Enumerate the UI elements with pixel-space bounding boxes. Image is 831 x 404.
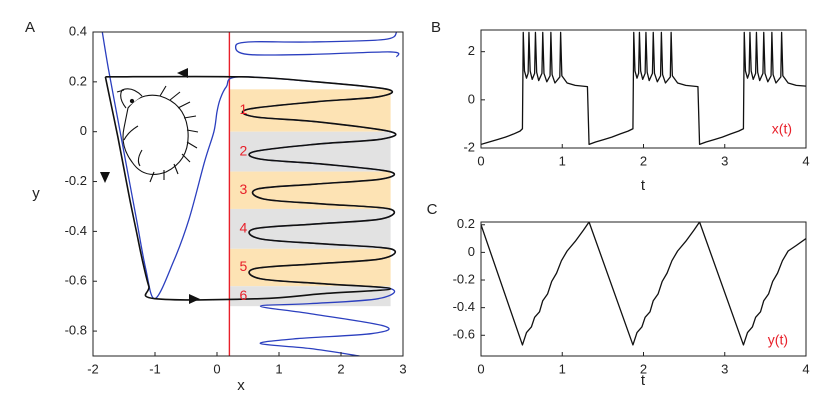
arrowheads xyxy=(100,68,200,304)
y-tick-label: 0.2 xyxy=(457,216,475,231)
y-tick-label: -0.2 xyxy=(453,271,475,286)
x-tick-label: 2 xyxy=(640,361,647,376)
y-tick-label: -0.6 xyxy=(65,273,87,288)
y-tick-label: 0 xyxy=(80,123,87,138)
y-tick-label: -0.2 xyxy=(65,173,87,188)
x-axis-label: t xyxy=(641,177,646,194)
series-line xyxy=(481,222,806,346)
plot-area xyxy=(101,32,400,356)
series-line xyxy=(234,32,400,58)
series-line xyxy=(104,75,397,301)
x-tick-label: 2 xyxy=(337,361,344,376)
plot-area xyxy=(481,31,806,146)
x-tick-label: -2 xyxy=(87,361,99,376)
y-tick-label: -0.4 xyxy=(65,223,87,238)
band-label: 3 xyxy=(240,181,248,197)
x-tick-label: 0 xyxy=(477,361,484,376)
x-tick-label: -1 xyxy=(149,361,161,376)
x-tick-label: 2 xyxy=(640,153,647,168)
y-tick-label: -0.4 xyxy=(453,299,475,314)
y-tick-label: -0.6 xyxy=(453,327,475,342)
series-line xyxy=(481,31,806,146)
band-label: 5 xyxy=(240,258,248,274)
y-tick-label: 0.2 xyxy=(69,73,87,88)
x-tick-label: 0 xyxy=(477,153,484,168)
band xyxy=(229,248,391,287)
band-label: 6 xyxy=(240,287,248,303)
axes-frame xyxy=(92,31,404,357)
hedgehog-drawing xyxy=(116,85,199,183)
x-tick-label: 0 xyxy=(213,361,220,376)
panel-label: A xyxy=(25,19,35,36)
y-tick-label: 0 xyxy=(468,91,475,106)
band-label: 1 xyxy=(240,101,248,117)
x-tick-label: 3 xyxy=(721,153,728,168)
x-axis-label: x xyxy=(237,377,245,394)
x-tick-label: 1 xyxy=(275,361,282,376)
band-label: 2 xyxy=(240,142,248,158)
axes-frame xyxy=(480,221,807,357)
panel-label: C xyxy=(427,201,438,218)
panel-label: B xyxy=(431,19,441,36)
x-tick-label: 1 xyxy=(559,361,566,376)
x-axis-label: t xyxy=(641,372,646,389)
plot-area xyxy=(481,222,806,346)
x-tick-label: 3 xyxy=(399,361,406,376)
x-tick-label: 1 xyxy=(559,153,566,168)
band xyxy=(229,89,391,132)
y-tick-label: 0.4 xyxy=(69,23,87,38)
y-tick-label: 2 xyxy=(468,43,475,58)
y-tick-label: -0.8 xyxy=(65,323,87,338)
x-tick-label: 4 xyxy=(802,361,809,376)
band-label: 4 xyxy=(240,220,248,236)
annotation: x(t) xyxy=(772,121,792,137)
y-tick-label: -2 xyxy=(463,139,475,154)
y-tick-label: 0 xyxy=(468,244,475,259)
x-tick-label: 4 xyxy=(802,153,809,168)
annotation: y(t) xyxy=(768,332,788,348)
y-axis-label: y xyxy=(32,185,40,202)
x-tick-label: 3 xyxy=(721,361,728,376)
